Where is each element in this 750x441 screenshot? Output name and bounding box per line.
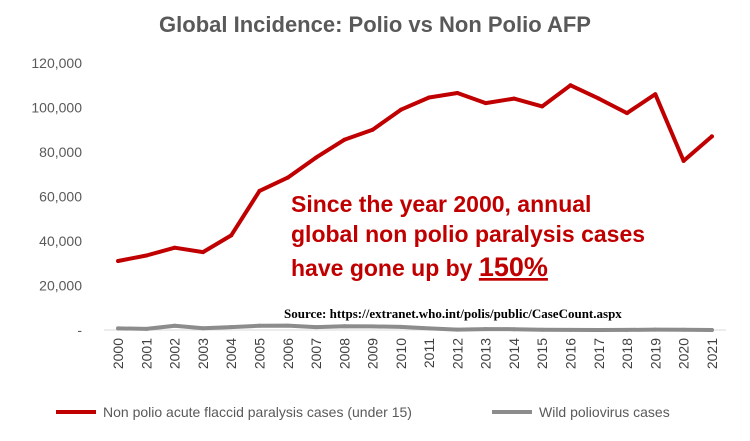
- x-tick-label: 2020: [676, 338, 692, 369]
- data-point-afp: [596, 96, 601, 101]
- data-point-wpv: [285, 323, 290, 328]
- annotation-line-3: have gone up by 150%: [291, 252, 548, 282]
- x-tick-label: 2015: [534, 338, 550, 369]
- data-point-afp: [116, 259, 121, 263]
- data-point-wpv: [512, 327, 516, 332]
- y-tick-label: 60,000: [39, 189, 82, 205]
- x-tick-label: 2011: [421, 338, 437, 368]
- series-line-afp: [116, 83, 714, 263]
- data-point-wpv: [540, 327, 545, 332]
- x-tick-label: 2001: [138, 338, 154, 369]
- data-point-wpv: [172, 323, 177, 328]
- data-point-afp: [285, 175, 290, 180]
- source-note: Source: https://extranet.who.int/polis/p…: [284, 306, 622, 321]
- y-tick-label: 40,000: [39, 233, 82, 249]
- x-tick-label: 2005: [252, 338, 268, 369]
- y-tick-label: 100,000: [31, 100, 82, 116]
- data-point-wpv: [653, 327, 658, 332]
- x-tick-label: 2006: [280, 338, 296, 369]
- data-point-wpv: [427, 326, 432, 331]
- data-point-wpv: [398, 324, 403, 329]
- x-tick-label: 2012: [449, 338, 465, 369]
- data-point-afp: [172, 245, 177, 250]
- data-point-afp: [625, 111, 629, 116]
- data-point-afp: [229, 233, 234, 238]
- y-tick-label: 120,000: [31, 55, 82, 71]
- data-point-afp: [398, 107, 403, 112]
- data-point-afp: [512, 96, 516, 101]
- data-point-afp: [314, 155, 318, 160]
- data-point-wpv: [709, 328, 714, 332]
- data-point-afp: [455, 91, 460, 95]
- data-point-afp: [342, 137, 347, 142]
- x-tick-label: 2018: [619, 338, 635, 369]
- data-point-wpv: [144, 326, 149, 331]
- data-point-afp: [681, 158, 686, 163]
- data-point-afp: [144, 253, 149, 258]
- annotation-line-1: Since the year 2000, annual: [291, 191, 591, 217]
- legend-label-wpv: Wild poliovirus cases: [539, 404, 670, 420]
- x-tick-label: 2017: [591, 338, 607, 369]
- data-point-afp: [653, 92, 658, 97]
- x-tick-label: 2010: [393, 338, 409, 369]
- data-point-wpv: [342, 324, 347, 329]
- x-tick-label: 2021: [704, 338, 720, 369]
- data-point-afp: [427, 95, 432, 100]
- chart-title: Global Incidence: Polio vs Non Polio AFP: [159, 12, 591, 37]
- data-point-wpv: [314, 325, 318, 330]
- x-tick-label: 2013: [478, 338, 494, 369]
- data-point-wpv: [257, 323, 262, 328]
- x-tick-label: 2008: [336, 338, 352, 369]
- data-point-afp: [709, 134, 714, 139]
- x-tick-label: 2000: [110, 338, 126, 369]
- y-tick-label: -: [77, 322, 82, 338]
- annotation-emphasis: 150%: [479, 252, 548, 282]
- y-axis-ticks: - 20,000 40,000 60,000 80,000 100,000 120,000: [31, 55, 82, 338]
- data-point-afp: [201, 250, 205, 255]
- x-tick-label: 2014: [506, 338, 522, 369]
- x-tick-label: 2004: [223, 338, 239, 369]
- data-point-wpv: [568, 327, 573, 332]
- data-point-wpv: [201, 326, 205, 331]
- x-tick-label: 2019: [647, 338, 663, 369]
- data-point-afp: [257, 188, 262, 193]
- data-point-afp: [568, 83, 573, 88]
- x-tick-label: 2007: [308, 338, 324, 369]
- data-point-wpv: [625, 327, 629, 332]
- data-point-afp: [370, 127, 375, 132]
- y-tick-label: 20,000: [39, 278, 82, 294]
- data-point-wpv: [116, 326, 121, 331]
- series-layer: [116, 83, 714, 332]
- x-tick-label: 2003: [195, 338, 211, 369]
- x-tick-label: 2016: [563, 338, 579, 369]
- annotation-line-3-text: have gone up by: [291, 255, 479, 281]
- x-tick-label: 2009: [365, 338, 381, 369]
- data-point-wpv: [681, 327, 686, 332]
- data-point-afp: [540, 104, 545, 109]
- data-point-wpv: [483, 327, 488, 332]
- y-tick-label: 80,000: [39, 144, 82, 160]
- data-point-wpv: [370, 324, 375, 329]
- annotation-line-2: global non polio paralysis cases: [291, 221, 645, 247]
- data-point-wpv: [596, 328, 601, 332]
- annotation: Since the year 2000, annual global non p…: [291, 191, 645, 282]
- legend: Non polio acute flaccid paralysis cases …: [56, 404, 670, 420]
- series-line-wpv: [116, 323, 714, 332]
- x-axis-ticks: 2000 2001 2002 2003 2004 2005 2006 2007 2008 2009…: [110, 338, 720, 369]
- data-point-wpv: [455, 327, 460, 332]
- data-point-wpv: [229, 325, 234, 330]
- x-tick-label: 2002: [167, 338, 183, 369]
- data-point-afp: [483, 101, 488, 106]
- legend-label-afp: Non polio acute flaccid paralysis cases …: [103, 404, 412, 420]
